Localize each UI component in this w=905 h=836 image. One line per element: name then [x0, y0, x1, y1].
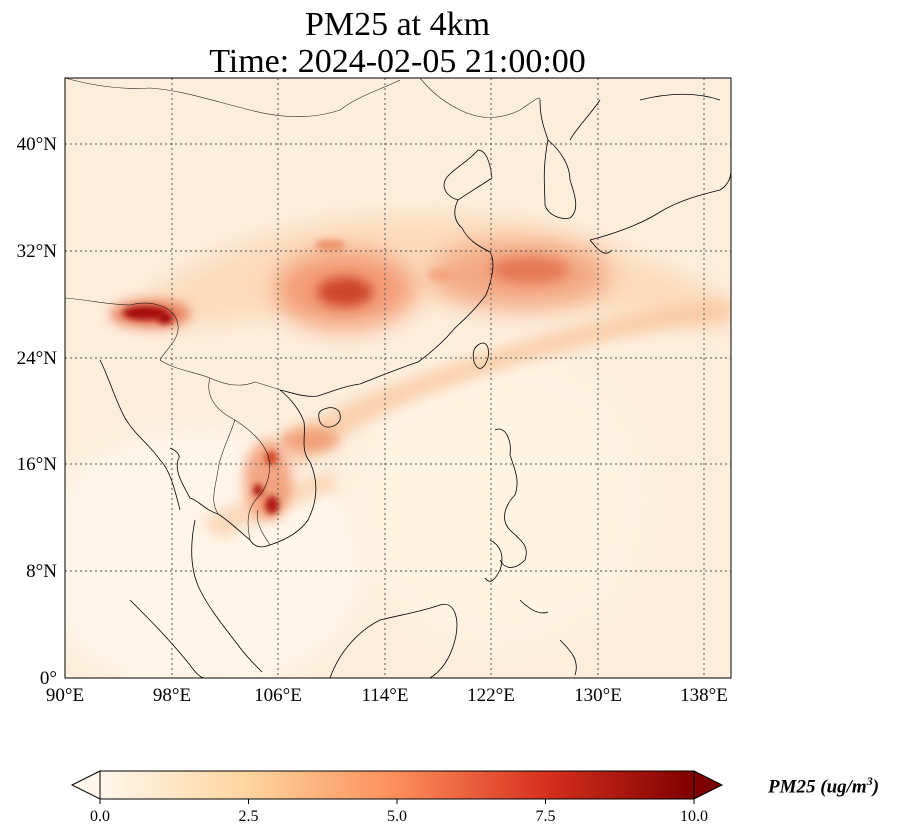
lon-tick-label: 138°E — [680, 685, 728, 706]
country-borders — [65, 78, 541, 546]
lat-tick-label: 16°N — [17, 454, 58, 475]
colorbar-extend-min — [70, 770, 101, 800]
map-frame — [64, 77, 732, 679]
longitude-ticks: 90°E 98°E 106°E 114°E 122°E 130°E 138°E — [46, 685, 728, 706]
colorbar-extend-max — [693, 770, 724, 800]
map-title-line1: PM25 at 4km — [304, 6, 491, 43]
lat-tick-label: 24°N — [17, 348, 58, 369]
colorbar-tick-label: 7.5 — [536, 808, 556, 825]
colorbar-label-text: PM25 (ug/m — [768, 776, 867, 798]
lon-tick-label: 130°E — [574, 685, 622, 706]
colorbar-tick-label: 5.0 — [387, 808, 407, 825]
colorbar-tick-label: 0.0 — [90, 808, 110, 825]
lat-tick-label: 8°N — [26, 561, 57, 582]
lon-tick-label: 98°E — [153, 685, 191, 706]
colorbar: 0.0 2.5 5.0 7.5 10.0 — [70, 770, 724, 825]
lon-tick-label: 114°E — [362, 685, 409, 706]
colorbar-label: PM25 (ug/m3) — [768, 774, 879, 798]
colorbar-tick-label: 10.0 — [680, 808, 708, 825]
colorbar-label-close: ) — [872, 776, 880, 798]
lat-tick-label: 40°N — [17, 134, 58, 155]
lon-tick-label: 106°E — [254, 685, 302, 706]
lat-tick-label: 32°N — [17, 241, 58, 262]
lon-tick-label: 122°E — [467, 685, 515, 706]
latitude-ticks: 0° 8°N 16°N 24°N 32°N 40°N — [17, 134, 58, 689]
colorbar-label-exponent: 3 — [866, 774, 873, 788]
colorbar-tick-label: 2.5 — [239, 808, 259, 825]
pm25-field — [65, 78, 731, 678]
map-title-line2: Time: 2024-02-05 21:00:00 — [209, 43, 586, 80]
colorbar-gradient — [99, 770, 695, 800]
coastlines — [99, 93, 731, 678]
lon-tick-label: 90°E — [46, 685, 84, 706]
gridlines — [65, 78, 731, 678]
lat-tick-label: 0° — [40, 668, 57, 689]
